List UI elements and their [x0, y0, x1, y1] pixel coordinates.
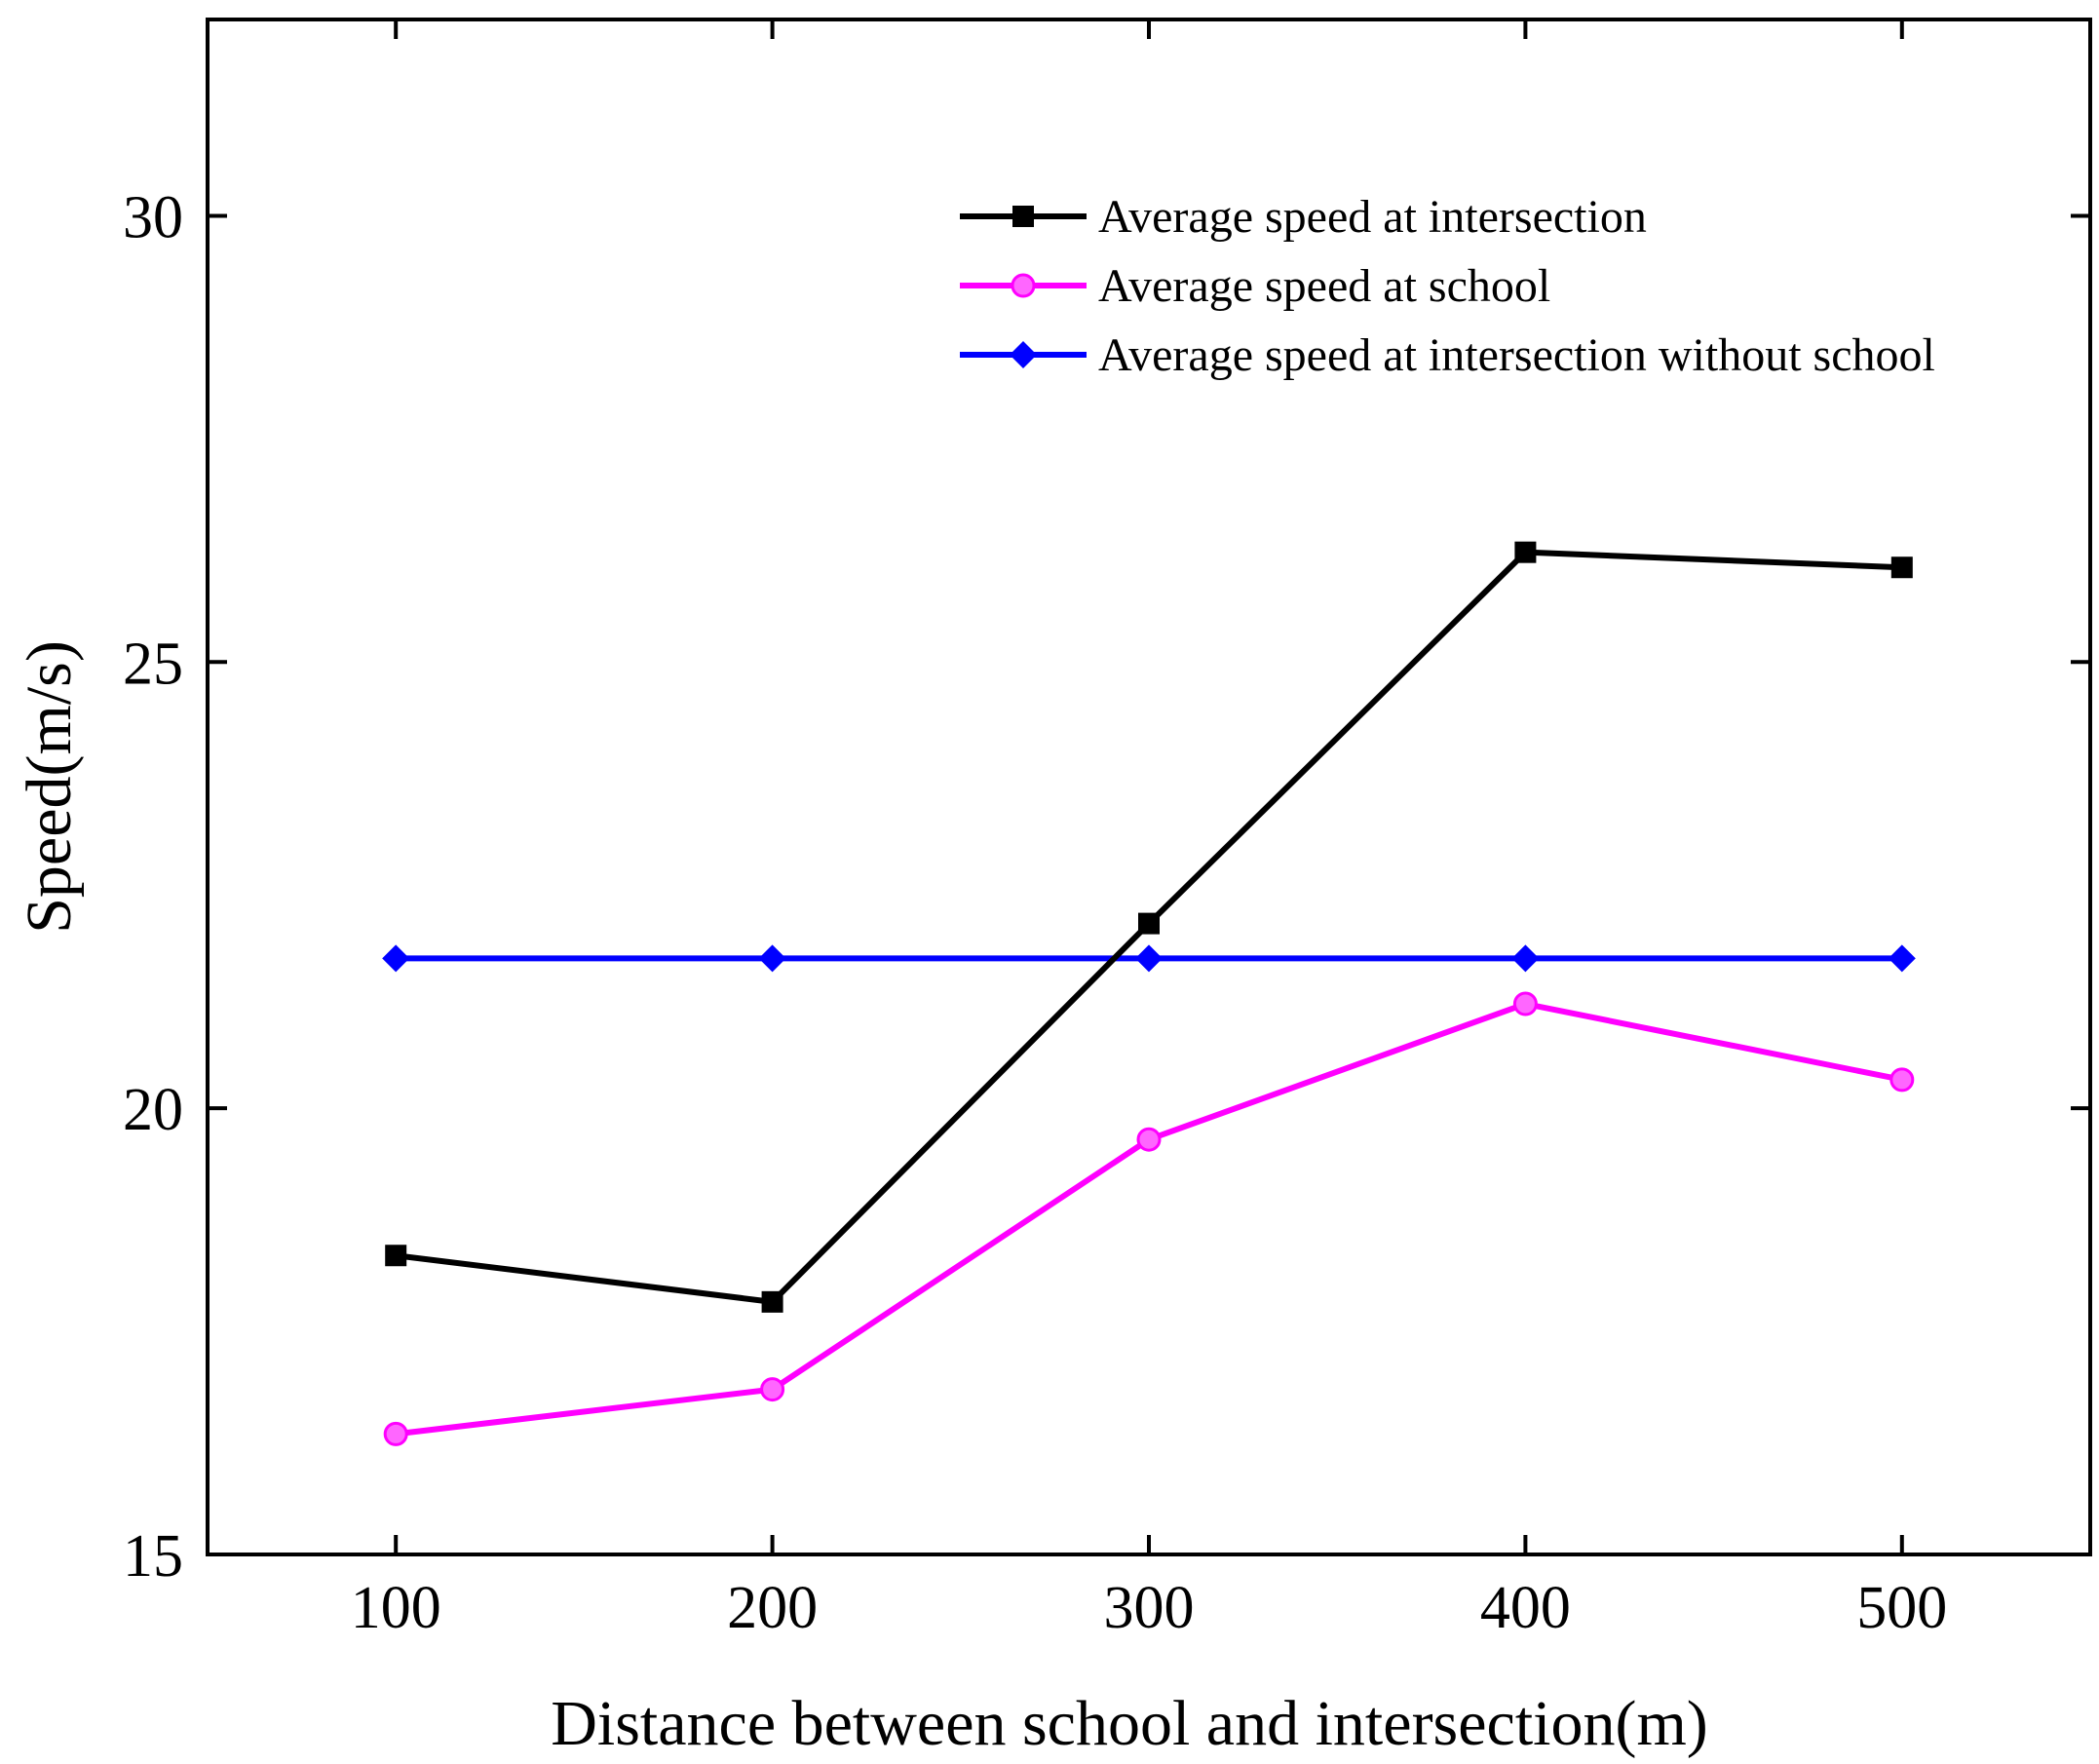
legend-marker	[1010, 341, 1037, 368]
series-1	[385, 541, 1913, 1313]
data-point	[1511, 944, 1540, 973]
data-point	[1888, 944, 1916, 973]
data-point	[1138, 912, 1160, 935]
x-tick-label: 400	[1480, 1575, 1571, 1641]
x-axis-title: Distance between school and intersection…	[551, 1688, 1708, 1759]
plot-frame	[206, 18, 2092, 1556]
legend-entry-3: Average speed at intersection without sc…	[960, 329, 1935, 381]
data-point	[385, 1245, 407, 1267]
data-point	[761, 1290, 783, 1313]
data-point	[758, 944, 786, 973]
data-point	[1890, 556, 1913, 579]
data-point	[1514, 541, 1537, 563]
legend-entry-2: Average speed at school	[960, 260, 1550, 312]
data-point	[382, 944, 410, 973]
x-tick-label: 300	[1104, 1575, 1195, 1641]
data-point	[1889, 1067, 1915, 1093]
legend-label: Average speed at intersection without sc…	[1098, 329, 1935, 381]
legend-label: Average speed at intersection	[1098, 191, 1647, 243]
legend-marker	[1012, 206, 1034, 227]
y-tick-label: 30	[123, 184, 183, 250]
y-tick-label: 15	[123, 1523, 183, 1590]
y-axis-title: Speed(m/s)	[14, 640, 85, 934]
x-tick-label: 500	[1856, 1575, 1947, 1641]
legend-entry-1: Average speed at intersection	[960, 191, 1647, 243]
data-point	[1512, 991, 1538, 1016]
series-3	[382, 944, 1916, 973]
y-tick-label: 25	[123, 631, 183, 697]
y-tick-label: 20	[123, 1077, 183, 1143]
series-line	[395, 1001, 1903, 1438]
legend-marker	[1011, 273, 1036, 298]
x-tick-label: 100	[351, 1575, 441, 1641]
data-point	[1135, 944, 1163, 973]
legend-label: Average speed at school	[1098, 260, 1550, 312]
legend: Average speed at intersection Average spe…	[960, 191, 1935, 381]
data-point	[1136, 1127, 1162, 1152]
axis-ticks: 100 200 300 400 500 15 20 25 30	[123, 19, 2090, 1641]
data-point	[383, 1421, 408, 1446]
series-group	[382, 541, 1916, 1446]
series-2	[383, 991, 1915, 1446]
data-point	[760, 1377, 785, 1402]
x-tick-label: 200	[727, 1575, 818, 1641]
